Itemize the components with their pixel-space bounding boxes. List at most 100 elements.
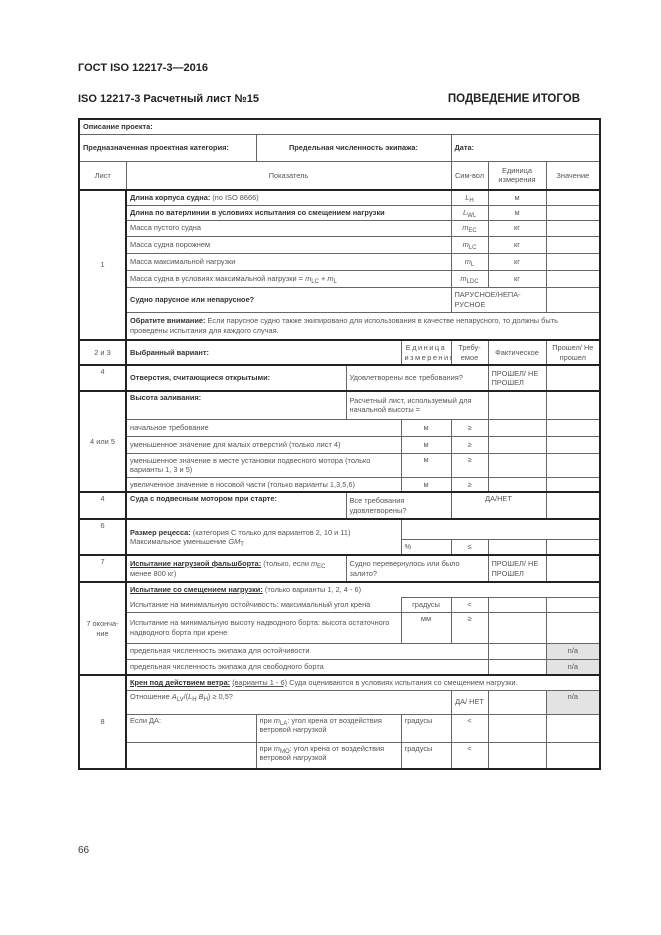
unit: кг bbox=[487, 219, 547, 237]
unit: м bbox=[400, 476, 452, 493]
if-yes-label: Если ДА: bbox=[125, 713, 257, 743]
operator: < bbox=[450, 596, 489, 613]
col-indicator: Показатель bbox=[125, 160, 452, 191]
pass-input[interactable] bbox=[545, 364, 601, 392]
actual-input[interactable] bbox=[487, 452, 547, 478]
col-symbol: Сим-вол bbox=[450, 160, 489, 191]
outboard-start-label: Суда с подвесным мотором при старте: bbox=[125, 491, 347, 520]
col-unit: Единица измерения bbox=[487, 160, 547, 191]
actual-input[interactable] bbox=[487, 689, 547, 715]
row-label: при mLA: угол крена от воздействия ветро… bbox=[255, 713, 402, 743]
summary-form-table: Описание проекта: Предназначенная проект… bbox=[78, 118, 602, 770]
actual-input[interactable] bbox=[487, 390, 547, 420]
sail-options: ПАРУСНОЕ/НЕПА-РУСНОЕ bbox=[450, 286, 547, 313]
row-label: увеличенное значение в носовой части (то… bbox=[125, 476, 402, 493]
row-label: начальное требование bbox=[125, 418, 402, 437]
actual-input[interactable] bbox=[487, 642, 547, 660]
row-label: при mMO: угол крена от воздействия ветро… bbox=[255, 741, 402, 770]
waterline-length-label: Длина по ватерлинии в условиях испытания… bbox=[125, 204, 452, 221]
flooding-height-label: Высота заливания: bbox=[125, 390, 347, 420]
operator: ≥ bbox=[450, 452, 489, 478]
actual-input[interactable] bbox=[487, 476, 547, 493]
actual-input[interactable] bbox=[487, 596, 547, 613]
operator: ≤ bbox=[450, 538, 489, 556]
answer-options: ДА/НЕТ bbox=[450, 491, 547, 520]
col-actual: Фактическое bbox=[487, 339, 547, 366]
col-required: Требу-емое bbox=[450, 339, 489, 366]
answer-options: ПРОШЕЛ/ НЕ ПРОШЕЛ bbox=[487, 554, 547, 583]
blank-cell bbox=[125, 741, 257, 770]
bulwark-test-label: Испытание нагрузкой фальшборта: (только,… bbox=[125, 554, 347, 583]
pass-input[interactable] bbox=[545, 435, 601, 454]
wind-heel-label: Крен под действием ветра: (варианты 1 - … bbox=[125, 674, 601, 691]
row-label: Масса пустого судна bbox=[125, 219, 452, 237]
unit: % bbox=[400, 538, 452, 556]
calc-sheet-note: Расчетный лист, используемый для начальн… bbox=[345, 390, 489, 420]
col-unit: Единица измерения bbox=[400, 339, 452, 366]
actual-input[interactable] bbox=[487, 435, 547, 454]
actual-input[interactable] bbox=[487, 713, 547, 743]
sheet-number: 4 bbox=[78, 491, 127, 520]
page-number: 66 bbox=[78, 845, 90, 856]
date-field[interactable]: Дата: bbox=[450, 133, 601, 162]
symbol: mL bbox=[450, 252, 489, 271]
row-label: уменьшенное значение для малых отверстий… bbox=[125, 435, 402, 454]
value-input[interactable] bbox=[545, 252, 601, 271]
row-label: Масса судна порожнем bbox=[125, 235, 452, 254]
attention-note: Обратите внимание: Если парусное судно т… bbox=[125, 311, 601, 341]
unit: градусы bbox=[400, 596, 452, 613]
symbol: LWL bbox=[450, 204, 489, 221]
na-cell: n/a bbox=[545, 689, 601, 715]
value-input[interactable] bbox=[545, 219, 601, 237]
actual-input[interactable] bbox=[487, 611, 547, 644]
pass-input[interactable] bbox=[545, 741, 601, 770]
operator: ≥ bbox=[450, 476, 489, 493]
pass-input[interactable] bbox=[545, 418, 601, 437]
pass-input[interactable] bbox=[545, 452, 601, 478]
section-title: ПОДВЕДЕНИЕ ИТОГОВ bbox=[447, 93, 580, 105]
value-input[interactable] bbox=[545, 204, 601, 221]
actual-input[interactable] bbox=[487, 418, 547, 437]
pass-input[interactable] bbox=[545, 491, 601, 520]
unit: кг bbox=[487, 235, 547, 254]
value-input[interactable] bbox=[545, 269, 601, 288]
ratio-question: Отношение ALV/(LH BH) ≥ 0,5? bbox=[125, 689, 452, 715]
project-description-field[interactable]: Описание проекта: bbox=[78, 118, 601, 135]
pass-input[interactable] bbox=[545, 476, 601, 493]
value-input[interactable] bbox=[545, 189, 601, 206]
operator: ≥ bbox=[450, 611, 489, 644]
actual-input[interactable] bbox=[487, 658, 547, 676]
actual-input[interactable] bbox=[487, 538, 547, 556]
operator: ≥ bbox=[450, 418, 489, 437]
operator: ≥ bbox=[450, 435, 489, 454]
value-input[interactable] bbox=[545, 235, 601, 254]
answer-options: ПРОШЕЛ/ НЕ ПРОШЕЛ bbox=[487, 364, 547, 392]
pass-input[interactable] bbox=[545, 390, 601, 420]
displacement-test-label: Испытание со смещением нагрузки: (только… bbox=[125, 581, 601, 597]
pass-input[interactable] bbox=[545, 538, 601, 556]
unit: кг bbox=[487, 269, 547, 288]
recess-size-label: Размер рецесса: (категория С только для … bbox=[125, 518, 402, 556]
design-category-field[interactable]: Предназначенная проектная категория: bbox=[78, 133, 257, 162]
sheet-number: 7 оконча-ние bbox=[78, 581, 127, 676]
value-input[interactable] bbox=[545, 286, 601, 313]
unit: м bbox=[400, 452, 452, 478]
pass-input[interactable] bbox=[545, 713, 601, 743]
crew-limit-field[interactable]: Предельная численность экипажа: bbox=[255, 133, 452, 162]
symbol: LH bbox=[450, 189, 489, 206]
col-pass: Прошел/ Не прошел bbox=[545, 339, 601, 366]
pass-input[interactable] bbox=[545, 554, 601, 583]
row-label: уменьшенное значение в месте установки п… bbox=[125, 452, 402, 478]
pass-input[interactable] bbox=[545, 596, 601, 613]
actual-input[interactable] bbox=[487, 741, 547, 770]
symbol: mLDC bbox=[450, 269, 489, 288]
unit: кг bbox=[487, 252, 547, 271]
na-cell: n/a bbox=[545, 642, 601, 660]
symbol: mLC bbox=[450, 235, 489, 254]
pass-input[interactable] bbox=[545, 611, 601, 644]
sheet-number: 2 и 3 bbox=[78, 339, 127, 366]
unit: м bbox=[400, 435, 452, 454]
unit: м bbox=[400, 418, 452, 437]
sheet-number: 6 bbox=[78, 518, 127, 556]
standard-number: ГОСТ ISO 12217-3—2016 bbox=[78, 62, 208, 74]
